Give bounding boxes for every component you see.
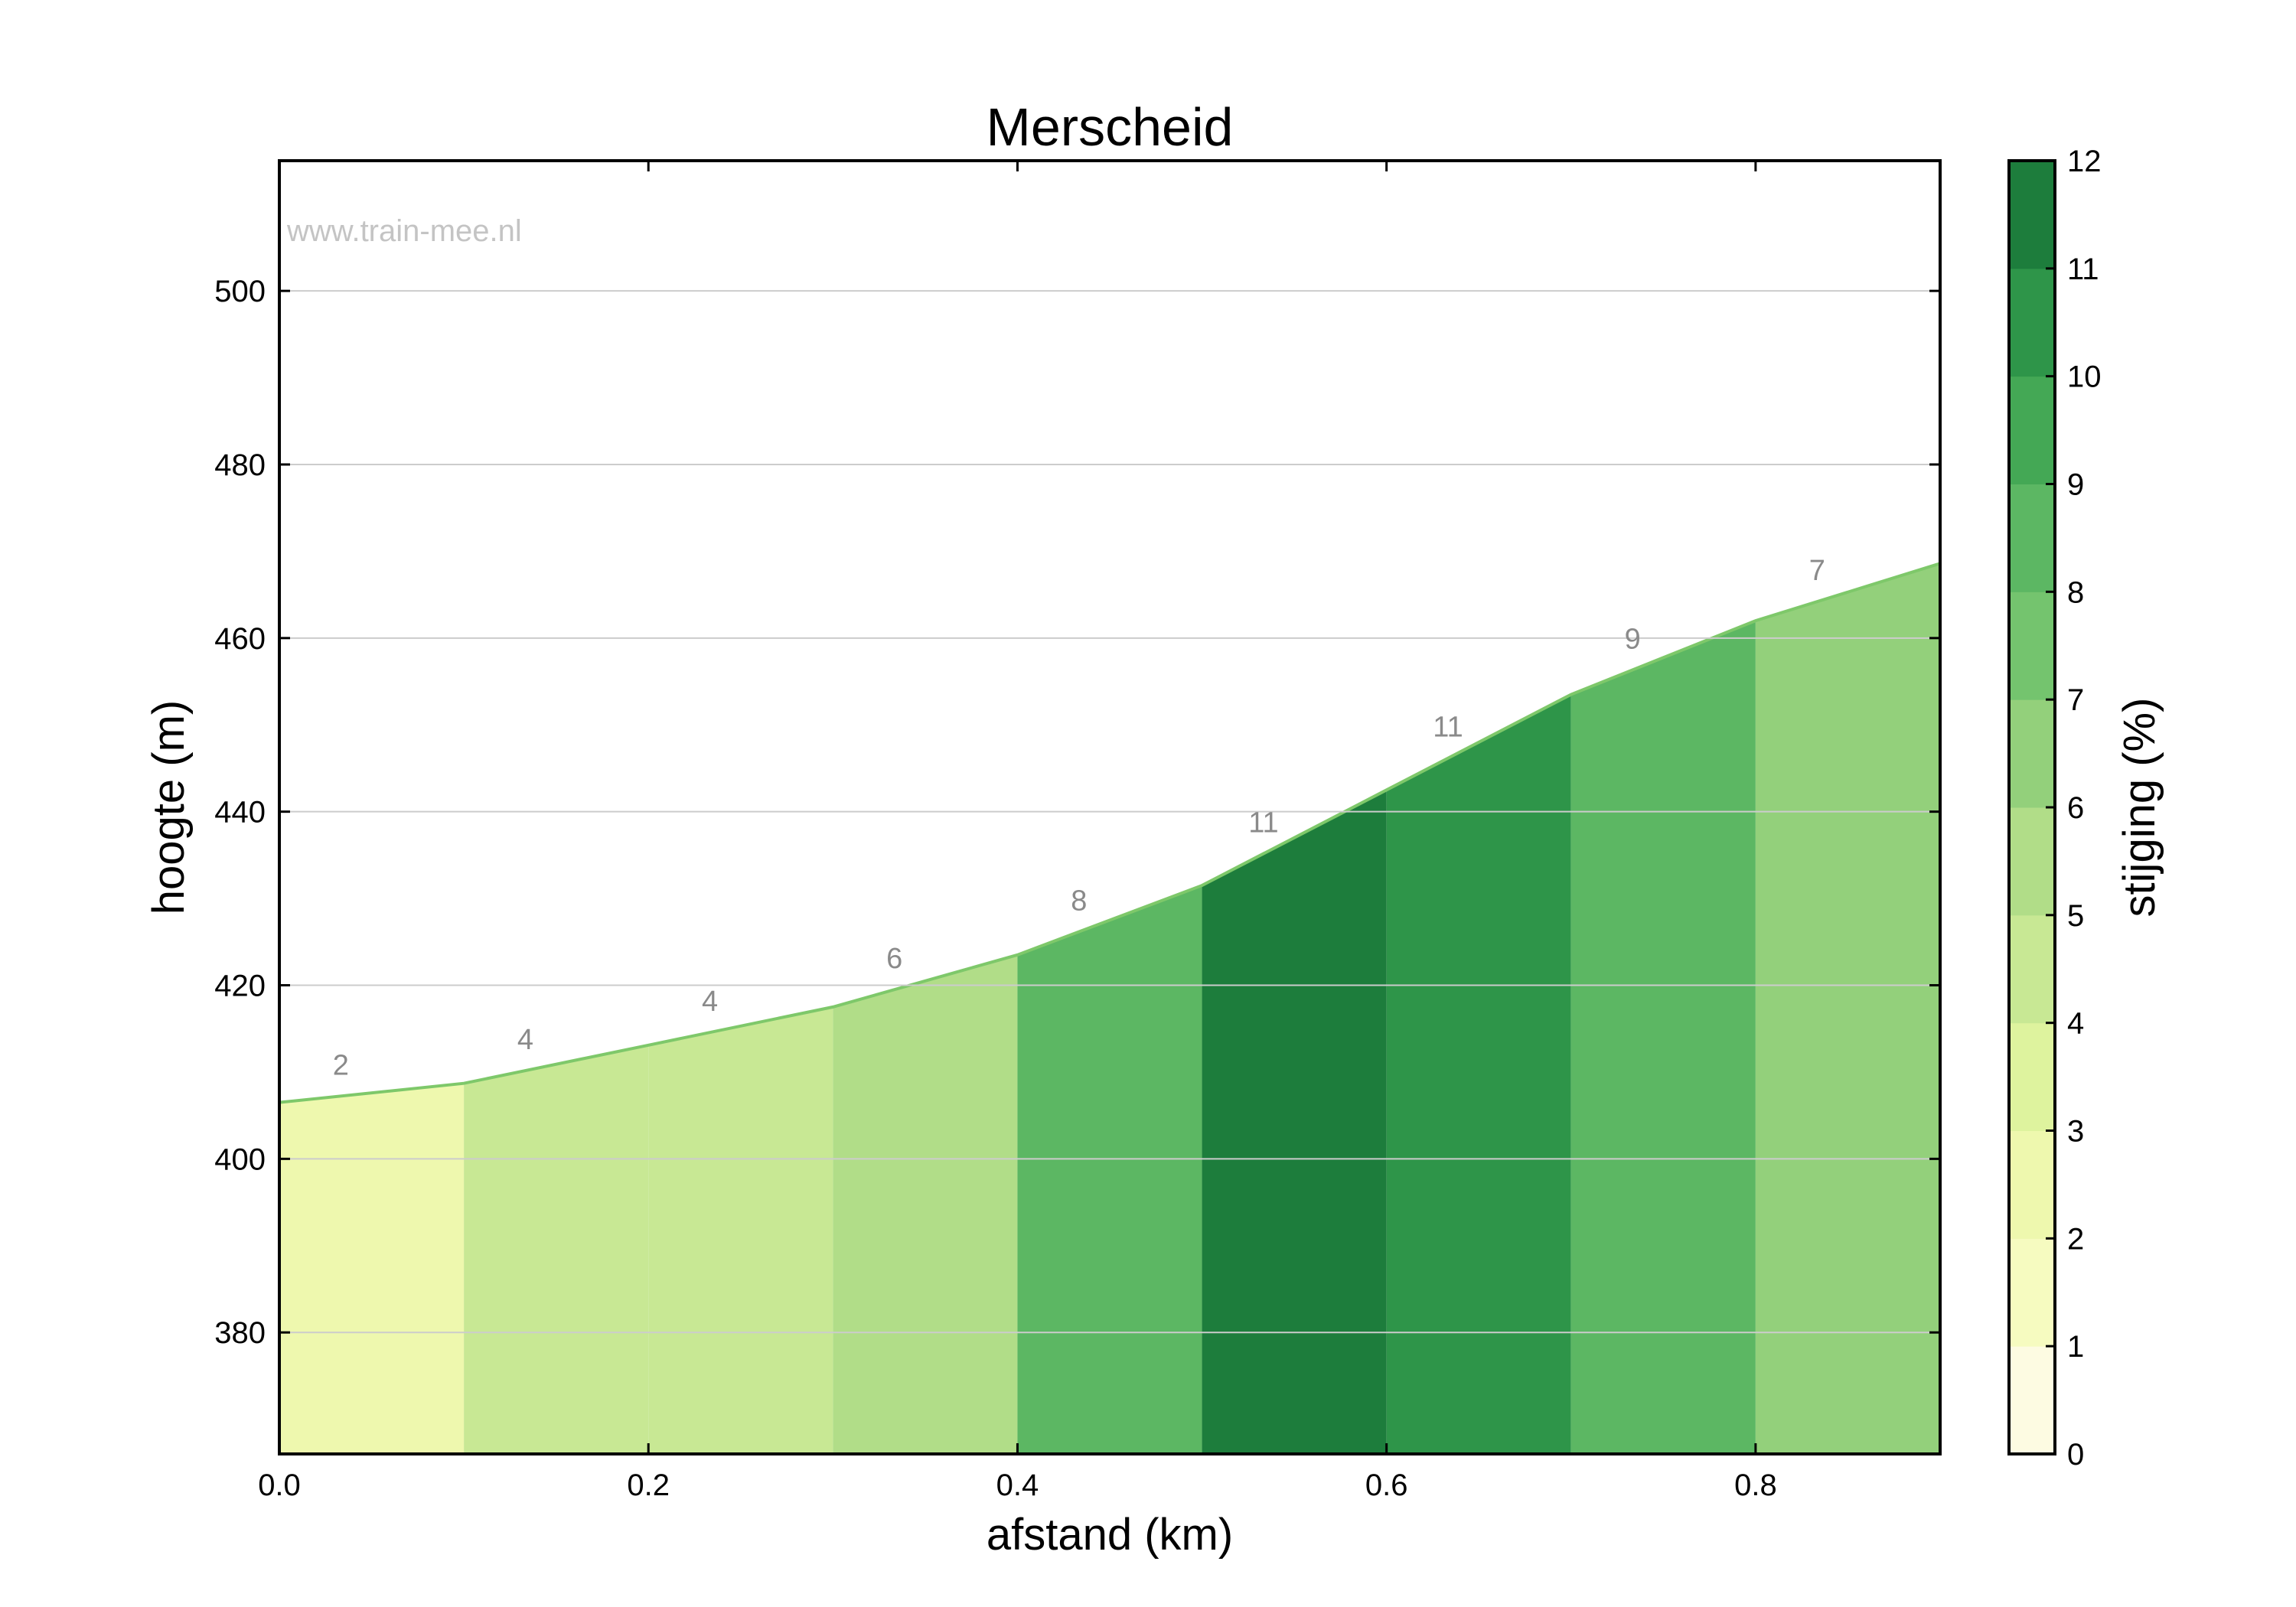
colorbar-band bbox=[2009, 268, 2055, 377]
x-tick-label: 0.2 bbox=[627, 1468, 670, 1502]
colorbar-title: stijging (%) bbox=[2115, 698, 2164, 918]
grade-label: 2 bbox=[333, 1049, 349, 1081]
grade-segment bbox=[1202, 790, 1387, 1454]
grade-labels: 2 4 4 6 8 11 11 9 7 bbox=[333, 555, 1825, 1081]
grade-label: 11 bbox=[1433, 712, 1463, 744]
colorbar-band bbox=[2009, 699, 2055, 808]
grade-segment bbox=[1386, 694, 1571, 1454]
grade-segments bbox=[279, 563, 1940, 1455]
y-tick-label: 420 bbox=[214, 970, 266, 1003]
colorbar-tick-label: 11 bbox=[2067, 253, 2099, 286]
grade-label: 11 bbox=[1248, 807, 1278, 839]
x-tick-label: 0.0 bbox=[258, 1468, 301, 1502]
x-axis-title: afstand (km) bbox=[987, 1510, 1233, 1560]
colorbar-tick-label: 0 bbox=[2067, 1438, 2084, 1472]
y-tick-label: 380 bbox=[214, 1316, 266, 1350]
chart-title: Merscheid bbox=[987, 97, 1234, 157]
horizontal-gridlines bbox=[279, 290, 1940, 1334]
grade-label: 8 bbox=[1071, 885, 1087, 918]
plot-frame bbox=[278, 159, 1942, 1455]
grade-segment bbox=[279, 1083, 465, 1454]
colorbar-tick-label: 1 bbox=[2067, 1330, 2084, 1364]
y-axis: 380 400 420 440 460 480 500 bbox=[214, 275, 1940, 1350]
colorbar-band bbox=[2009, 1346, 2055, 1455]
colorbar-tick-label: 4 bbox=[2067, 1007, 2084, 1041]
y-tick-label: 460 bbox=[214, 622, 266, 656]
colorbar-tick-label: 5 bbox=[2067, 899, 2084, 933]
grade-segment bbox=[464, 1045, 649, 1454]
colorbar-tick-label: 9 bbox=[2067, 468, 2084, 502]
colorbar-band bbox=[2009, 1238, 2055, 1347]
y-tick-label: 440 bbox=[214, 796, 266, 830]
x-tick-label: 0.6 bbox=[1365, 1468, 1408, 1502]
y-tick-label: 480 bbox=[214, 448, 266, 482]
colorbar-band bbox=[2009, 376, 2055, 484]
colorbar-band bbox=[2009, 484, 2055, 592]
grade-segment bbox=[1755, 563, 1940, 1454]
colorbar-band bbox=[2009, 807, 2055, 916]
colorbar-band bbox=[2009, 592, 2055, 700]
colorbar-tick-label: 3 bbox=[2067, 1115, 2084, 1149]
colorbar-band bbox=[2009, 161, 2055, 269]
colorbar-band bbox=[2009, 914, 2055, 1024]
colorbar-band bbox=[2009, 1022, 2055, 1131]
grade-label: 7 bbox=[1809, 555, 1825, 587]
colorbar-tick-label: 10 bbox=[2067, 360, 2102, 394]
x-tick-label: 0.8 bbox=[1734, 1468, 1777, 1502]
grade-label: 9 bbox=[1625, 623, 1641, 655]
colorbar-tick-label: 7 bbox=[2067, 683, 2084, 717]
colorbar-tick-label: 6 bbox=[2067, 791, 2084, 825]
colorbar-band bbox=[2009, 1130, 2055, 1239]
grade-segment bbox=[1570, 621, 1756, 1455]
colorbar-tick-label: 2 bbox=[2067, 1222, 2084, 1256]
grade-segment bbox=[1017, 885, 1202, 1454]
elevation-outline bbox=[279, 562, 1941, 1104]
x-tick-label: 0.4 bbox=[996, 1468, 1039, 1502]
colorbar-tick-label: 8 bbox=[2067, 575, 2084, 609]
grade-segment bbox=[648, 1006, 833, 1454]
watermark-text: www.train-mee.nl bbox=[286, 214, 522, 248]
grade-segment bbox=[833, 954, 1018, 1454]
grade-label: 4 bbox=[517, 1024, 533, 1056]
grade-label: 4 bbox=[702, 986, 718, 1018]
grade-label: 6 bbox=[886, 943, 902, 975]
y-axis-title: hoogte (m) bbox=[144, 700, 194, 914]
colorbar-tick-label: 12 bbox=[2067, 145, 2102, 178]
y-tick-label: 500 bbox=[214, 275, 266, 308]
x-axis: 0.0 0.2 0.4 0.6 0.8 bbox=[258, 161, 1777, 1502]
y-tick-label: 400 bbox=[214, 1143, 266, 1176]
